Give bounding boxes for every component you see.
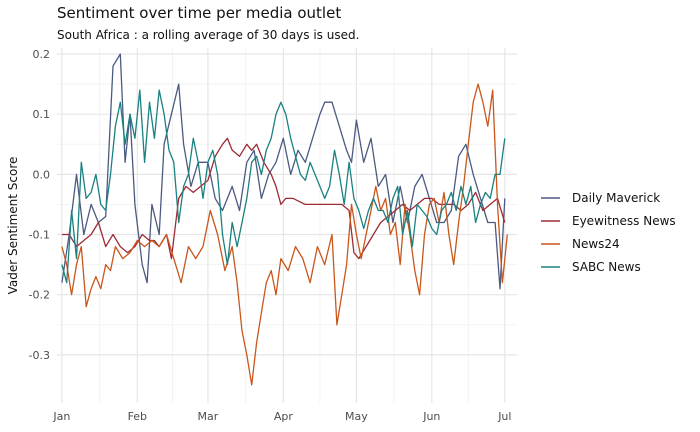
series-line-daily-maverick [61,53,506,290]
y-axis-label: Vader Sentiment Score [6,157,20,295]
chart-title: Sentiment over time per media outlet [57,4,342,22]
series-line-sabc-news [61,89,506,284]
legend-label-daily-maverick: Daily Maverick [572,191,660,205]
x-tick-label: May [345,410,368,423]
y-tick-label: 0.1 [33,108,51,121]
y-tick-labels: 0.2 0.1 0.0 -0.1 -0.2 -0.3 [29,48,50,362]
y-tick-label: -0.3 [29,349,50,362]
x-tick-labels: Jan Feb Mar Apr May Jun Jul [52,410,511,423]
x-tick-label: Mar [198,410,219,423]
legend-label-sabc-news: SABC News [572,260,641,274]
series-line-news24 [61,83,508,386]
legend-label-news24: News24 [572,237,620,251]
y-tick-label: 0.2 [33,48,51,61]
series-lines [61,53,508,386]
series-line-eyewitness-news [61,137,506,260]
x-tick-label: Jun [422,410,440,423]
x-tick-label: Feb [128,410,147,423]
y-tick-label: 0.0 [33,168,51,181]
y-tick-label: -0.1 [29,229,50,242]
x-tick-label: Jul [497,410,511,423]
y-tick-label: -0.2 [29,289,50,302]
legend-label-eyewitness-news: Eyewitness News [572,214,676,228]
legend: Daily Maverick Eyewitness News News24 SABC … [541,191,676,274]
x-tick-label: Jan [52,410,70,423]
chart-subtitle: South Africa : a rolling average of 30 d… [57,28,360,42]
x-tick-label: Apr [274,410,294,423]
